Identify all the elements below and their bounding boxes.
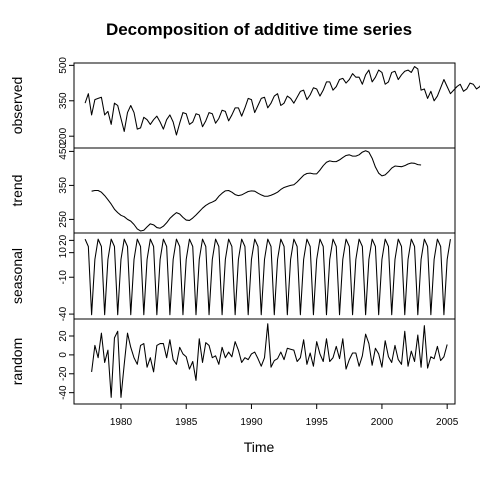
trend-y-tick-label: 250 <box>58 211 69 228</box>
trend-frame <box>73 147 456 234</box>
random-series-line <box>91 323 448 398</box>
observed-axis-title: observed <box>9 77 25 135</box>
random-y-tick-label: -20 <box>58 366 69 381</box>
x-tick-label: 1990 <box>240 417 263 428</box>
random-frame <box>73 318 456 405</box>
observed-panel: 200 350 500 observed <box>9 57 480 149</box>
random-y-tick-label: 20 <box>58 330 69 342</box>
random-y-tick-label: -40 <box>58 385 69 400</box>
trend-y-tick-label: 450 <box>58 143 69 160</box>
random-axis-title: random <box>9 338 25 385</box>
seasonal-axis-title: seasonal <box>9 248 25 304</box>
trend-series-line <box>91 150 422 232</box>
observed-y-tick-label: 200 <box>58 127 69 144</box>
random-panel: -40 -20 0 20 random <box>9 318 456 405</box>
x-tick-label: 1980 <box>110 417 133 428</box>
observed-series-line <box>84 66 480 136</box>
seasonal-y-tick-label: -40 <box>58 306 69 321</box>
trend-axis-title: trend <box>9 175 25 207</box>
x-axis: 1980 1985 1990 1995 2000 2005 <box>110 403 459 428</box>
x-tick-label: 1985 <box>175 417 198 428</box>
x-tick-label: 2005 <box>436 417 459 428</box>
seasonal-series-line <box>84 238 451 316</box>
seasonal-y-tick-label: 10 <box>58 247 69 259</box>
seasonal-y-tick-label: 20 <box>58 234 69 246</box>
x-tick-label: 1995 <box>306 417 329 428</box>
chart-title: Decomposition of additive time series <box>106 20 412 39</box>
trend-y-tick-label: 350 <box>58 177 69 194</box>
trend-panel: 250 350 450 trend <box>9 143 456 234</box>
panels-group: 200350500observed250350450trend-40-10102… <box>9 57 480 405</box>
observed-y-tick-label: 500 <box>58 57 69 74</box>
observed-y-tick-label: 350 <box>58 92 69 109</box>
x-tick-label: 2000 <box>371 417 394 428</box>
x-axis-title: Time <box>244 439 275 455</box>
seasonal-y-tick-label: -10 <box>58 270 69 285</box>
random-y-tick-label: 0 <box>58 352 69 358</box>
